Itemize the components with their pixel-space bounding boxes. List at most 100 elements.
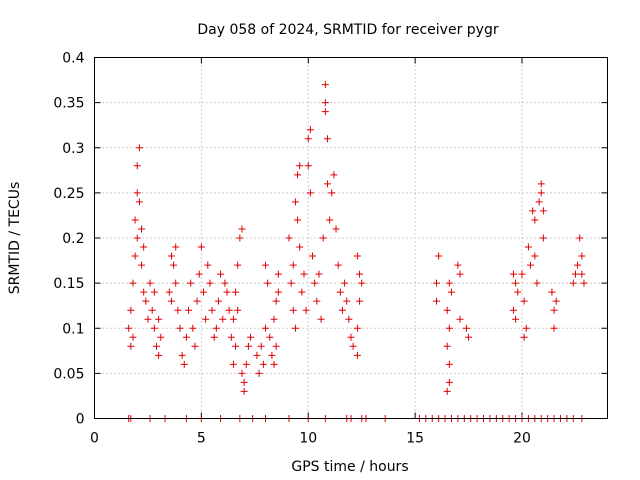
data-point bbox=[509, 270, 517, 278]
x-tick-label: 20 bbox=[513, 431, 531, 447]
data-point bbox=[197, 243, 205, 251]
y-tick-label: 0.15 bbox=[53, 276, 84, 292]
data-point bbox=[524, 243, 532, 251]
data-point bbox=[358, 279, 366, 287]
data-point bbox=[142, 297, 150, 305]
data-point bbox=[311, 279, 319, 287]
data-point bbox=[321, 99, 329, 107]
data-point bbox=[232, 288, 240, 296]
data-point bbox=[435, 252, 443, 260]
data-point bbox=[240, 378, 248, 386]
data-point bbox=[294, 216, 302, 224]
data-point bbox=[571, 270, 579, 278]
grid-lines bbox=[94, 57, 608, 419]
data-point bbox=[291, 198, 299, 206]
data-point bbox=[531, 216, 539, 224]
data-point bbox=[270, 315, 278, 323]
data-point bbox=[150, 324, 158, 332]
data-point bbox=[576, 234, 584, 242]
data-point bbox=[317, 315, 325, 323]
data-point bbox=[334, 261, 342, 269]
data-point bbox=[323, 135, 331, 143]
data-point bbox=[129, 333, 137, 341]
data-point bbox=[274, 288, 282, 296]
y-tick-label: 0.2 bbox=[62, 231, 84, 247]
axis-ticks: 0 0.05 0.1 0.15 0.2 0.25 0.3 0.35 0.4 0 5 10 15 20 bbox=[53, 51, 608, 447]
data-point bbox=[447, 288, 455, 296]
data-point bbox=[321, 108, 329, 116]
data-point bbox=[509, 306, 517, 314]
data-point bbox=[313, 297, 321, 305]
x-axis-label: GPS time / hours bbox=[291, 459, 408, 475]
data-point bbox=[193, 297, 201, 305]
data-point bbox=[531, 252, 539, 260]
data-point bbox=[443, 342, 451, 350]
data-point bbox=[238, 225, 246, 233]
data-point bbox=[520, 333, 528, 341]
data-point bbox=[148, 306, 156, 314]
data-point bbox=[268, 351, 276, 359]
data-point bbox=[227, 333, 235, 341]
data-point bbox=[306, 126, 314, 134]
data-point bbox=[433, 279, 440, 287]
data-point bbox=[221, 279, 229, 287]
data-point bbox=[202, 315, 210, 323]
data-point bbox=[535, 198, 543, 206]
data-point bbox=[174, 306, 182, 314]
data-point bbox=[580, 279, 588, 287]
data-point bbox=[330, 171, 338, 179]
data-point bbox=[191, 342, 199, 350]
data-point bbox=[343, 297, 351, 305]
data-point bbox=[522, 324, 530, 332]
data-point bbox=[259, 360, 267, 368]
data-point bbox=[518, 270, 526, 278]
data-point bbox=[127, 342, 135, 350]
data-point bbox=[550, 306, 558, 314]
data-point bbox=[527, 261, 535, 269]
y-tick-label: 0.35 bbox=[53, 96, 84, 112]
data-point bbox=[217, 270, 225, 278]
data-point bbox=[349, 342, 357, 350]
data-point bbox=[264, 279, 272, 287]
data-point bbox=[539, 234, 547, 242]
data-point bbox=[253, 351, 261, 359]
data-point bbox=[262, 261, 269, 269]
chart-title: Day 058 of 2024, SRMTID for receiver pyg… bbox=[197, 22, 498, 38]
data-point bbox=[537, 189, 545, 197]
y-axis-label: SRMTID / TECUs bbox=[7, 182, 23, 295]
data-point bbox=[537, 180, 545, 188]
data-point bbox=[229, 360, 237, 368]
data-point bbox=[167, 297, 175, 305]
data-point bbox=[135, 198, 143, 206]
data-point bbox=[272, 297, 280, 305]
data-point bbox=[170, 261, 178, 269]
data-point bbox=[304, 135, 312, 143]
data-point bbox=[296, 162, 304, 170]
data-point bbox=[133, 162, 141, 170]
data-point bbox=[443, 387, 451, 395]
data-point bbox=[244, 342, 252, 350]
data-point bbox=[240, 387, 248, 395]
data-point bbox=[285, 234, 293, 242]
data-point bbox=[135, 144, 143, 152]
data-point bbox=[454, 261, 462, 269]
data-point bbox=[289, 261, 297, 269]
data-point bbox=[229, 315, 237, 323]
data-point bbox=[155, 351, 163, 359]
data-point bbox=[433, 297, 440, 305]
data-point bbox=[270, 360, 278, 368]
data-point bbox=[242, 360, 250, 368]
data-point bbox=[287, 279, 295, 287]
data-point bbox=[445, 279, 453, 287]
data-point bbox=[140, 243, 148, 251]
data-point bbox=[238, 369, 246, 377]
data-point bbox=[520, 297, 528, 305]
data-point bbox=[353, 324, 361, 332]
data-point bbox=[155, 315, 163, 323]
data-point bbox=[512, 279, 520, 287]
data-point bbox=[326, 216, 334, 224]
x-tick-label: 10 bbox=[299, 431, 317, 447]
data-point bbox=[294, 171, 302, 179]
data-point bbox=[133, 189, 141, 197]
data-point bbox=[289, 306, 297, 314]
